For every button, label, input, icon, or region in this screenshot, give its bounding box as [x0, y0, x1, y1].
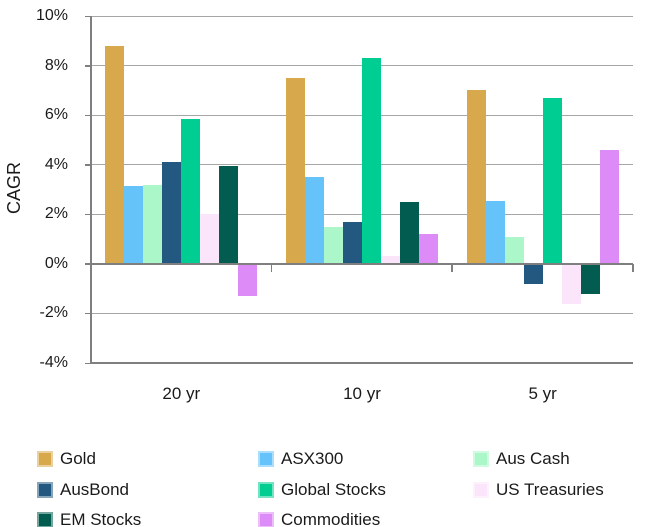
- x-category-label: 20 yr: [162, 384, 201, 403]
- legend-item-ausbond: AusBond: [37, 480, 258, 500]
- legend-swatch-aus-cash: [473, 451, 489, 468]
- bar-aus-cash-10-yr: [324, 226, 343, 264]
- bar-gold-5-yr: [466, 90, 486, 264]
- bar-global-stocks-5-yr: [542, 97, 562, 264]
- legend-item-aus-cash: Aus Cash: [473, 449, 637, 469]
- bar-asx300-10-yr: [305, 177, 324, 264]
- bar-ausbond-20-yr: [162, 162, 182, 264]
- legend-item-us-treasuries: US Treasuries: [473, 480, 637, 500]
- bar-gold-10-yr: [286, 77, 305, 264]
- legend-swatch-asx300: [258, 451, 274, 468]
- y-axis-tick: [85, 263, 91, 265]
- legend-item-asx300: ASX300: [258, 449, 473, 469]
- y-tick-label: -2%: [39, 304, 68, 322]
- legend-label-em-stocks: EM Stocks: [60, 510, 142, 527]
- y-tick-label: 6%: [44, 106, 68, 124]
- y-axis-tick: [85, 312, 91, 315]
- bar-ausbond-10-yr: [343, 221, 362, 264]
- legend-label-asx300: ASX300: [281, 449, 344, 469]
- legend-swatch-gold: [37, 451, 53, 468]
- bar-us-treasuries-20-yr: [200, 214, 220, 264]
- legend-swatch-global-stocks: [258, 481, 274, 498]
- bar-em-stocks-10-yr: [400, 201, 419, 264]
- legend-label-commodities: Commodities: [281, 510, 381, 527]
- legend-swatch-ausbond: [37, 481, 53, 498]
- bar-ausbond-5-yr: [523, 263, 543, 284]
- legend-label-global-stocks: Global Stocks: [281, 479, 386, 499]
- bar-aus-cash-20-yr: [143, 184, 163, 264]
- legend-label-gold: Gold: [60, 449, 96, 469]
- legend-item-global-stocks: Global Stocks: [258, 480, 473, 500]
- bar-gold-20-yr: [105, 45, 125, 264]
- y-tick-label: -4%: [39, 354, 68, 371]
- y-axis-line: [90, 16, 92, 364]
- category-tick: [632, 263, 634, 272]
- y-tick-label: 2%: [44, 205, 68, 223]
- legend-swatch-commodities: [258, 512, 274, 527]
- category-tick: [451, 263, 453, 272]
- gridline: [91, 312, 633, 314]
- bar-aus-cash-5-yr: [504, 236, 524, 264]
- legend-item-commodities: Commodities: [258, 510, 473, 527]
- bar-asx300-20-yr: [124, 185, 144, 264]
- y-tick-label: 8%: [44, 56, 68, 74]
- legend-label-ausbond: AusBond: [60, 479, 129, 499]
- legend-label-us-treasuries: US Treasuries: [496, 479, 604, 499]
- bar-global-stocks-20-yr: [181, 118, 201, 264]
- legend-item-em-stocks: EM Stocks: [37, 510, 258, 527]
- x-category-label: 10 yr: [343, 384, 381, 403]
- bar-global-stocks-10-yr: [362, 58, 381, 264]
- legend-swatch-em-stocks: [37, 512, 53, 527]
- category-tick: [270, 263, 273, 272]
- bar-commodities-20-yr: [238, 263, 258, 297]
- x-category-label: 5 yr: [528, 384, 557, 403]
- y-axis-tick: [85, 65, 91, 67]
- y-axis-tick: [85, 15, 91, 17]
- bar-em-stocks-5-yr: [580, 263, 600, 294]
- x-axis-zero-line: [91, 262, 633, 265]
- gridline: [91, 15, 633, 17]
- y-tick-label: 4%: [44, 155, 68, 173]
- bar-commodities-10-yr: [419, 234, 438, 264]
- bar-asx300-5-yr: [485, 200, 505, 264]
- y-tick-label: 10%: [35, 7, 68, 24]
- plot-bottom-border: [91, 362, 633, 364]
- bar-us-treasuries-5-yr: [561, 263, 581, 304]
- bar-em-stocks-20-yr: [219, 165, 239, 264]
- y-tick-label: 0%: [44, 254, 68, 272]
- bar-us-treasuries-10-yr: [381, 256, 400, 264]
- y-axis-tick: [85, 213, 91, 216]
- legend-swatch-us-treasuries: [473, 481, 489, 498]
- bar-commodities-5-yr: [599, 149, 619, 264]
- legend-item-gold: Gold: [37, 449, 258, 469]
- y-axis-tick: [85, 164, 91, 166]
- legend-label-aus-cash: Aus Cash: [496, 449, 570, 469]
- y-axis-tick: [85, 362, 91, 364]
- y-axis-tick: [85, 114, 91, 117]
- legend: Gold ASX300 Aus Cash AusBond Global Stocks US…: [37, 444, 637, 527]
